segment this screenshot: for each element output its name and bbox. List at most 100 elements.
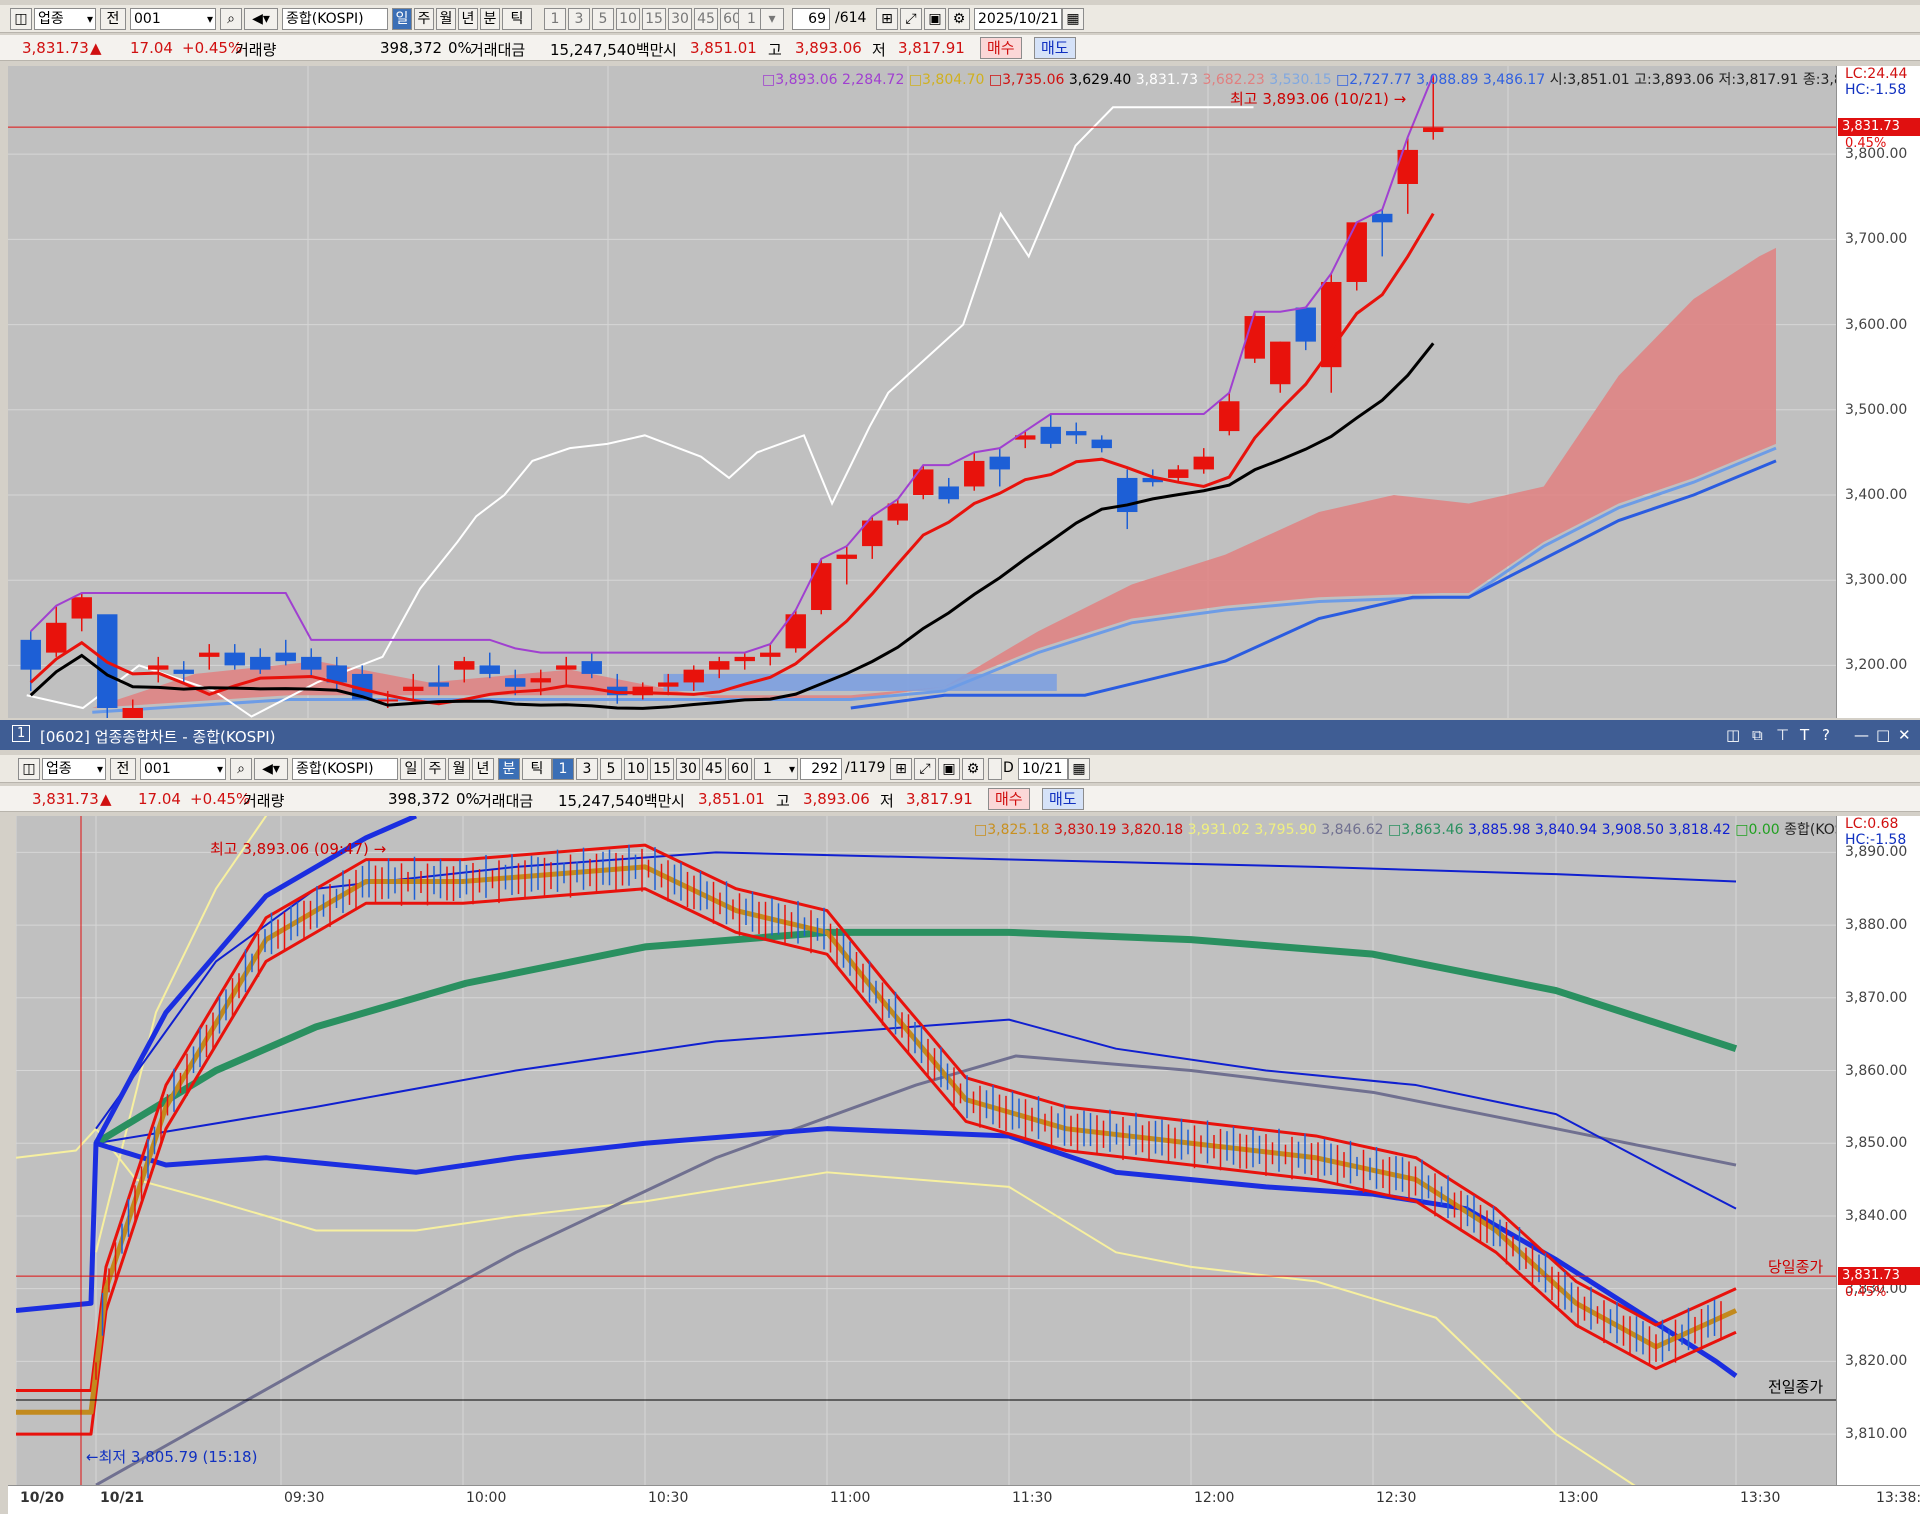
candle-body xyxy=(887,503,908,521)
daily-legend-item: 시:3,851.01 고:3,893.06 저:3,817.91 종:3,831… xyxy=(1549,72,1836,88)
change-pct-2: +0.45% xyxy=(190,790,251,808)
unit-dropdown[interactable]: ▾ xyxy=(760,8,784,30)
period-tick-2[interactable]: 틱 xyxy=(522,758,552,780)
num-45[interactable]: 45 xyxy=(694,8,718,30)
today-close-label: 당일종가 xyxy=(1768,1258,1824,1276)
period-year-2[interactable]: 년 xyxy=(472,758,494,780)
layout-icon-2[interactable]: ◫ xyxy=(18,758,40,780)
minimize-icon[interactable]: — xyxy=(1854,726,1869,744)
num-5-2[interactable]: 5 xyxy=(600,758,622,780)
num-3[interactable]: 3 xyxy=(568,8,590,30)
period-tick[interactable]: 틱 xyxy=(502,8,532,30)
current-price: 3,831.73 xyxy=(22,39,89,57)
candle-body xyxy=(1321,281,1342,368)
save-icon-2[interactable]: ▣ xyxy=(938,758,960,780)
ichimoku-cloud-blue xyxy=(663,673,1057,691)
daily-legend-item: 3,530.15 xyxy=(1269,72,1337,88)
minute-legend-item: 3,795.90 xyxy=(1254,822,1322,838)
close-icon[interactable]: ✕ xyxy=(1898,726,1911,744)
ma-thick-blue xyxy=(16,1126,1738,1378)
text-icon[interactable]: T xyxy=(1800,726,1810,744)
volume-pct-2: 0% xyxy=(456,790,480,808)
market-select-2[interactable]: 업종 xyxy=(42,758,106,780)
prev-button[interactable]: 전 xyxy=(100,8,126,30)
market-select[interactable]: 업종 xyxy=(34,8,96,30)
period-month[interactable]: 월 xyxy=(436,8,456,30)
date-checkbox[interactable] xyxy=(988,758,1002,780)
save-icon[interactable]: ▣ xyxy=(924,8,946,30)
ma-thin-blue xyxy=(95,1018,1737,1210)
sound-icon[interactable]: ◀▾ xyxy=(244,8,278,30)
volume-value: 398,372 xyxy=(380,39,443,57)
period-year[interactable]: 년 xyxy=(458,8,478,30)
sell-button-2[interactable]: 매도 xyxy=(1042,788,1084,810)
zoom-icon[interactable]: ⊞ xyxy=(876,8,898,30)
ichimoku-cloud xyxy=(92,247,1776,708)
num-1-2[interactable]: 1 xyxy=(552,758,574,780)
num-15[interactable]: 15 xyxy=(642,8,666,30)
pin-icon[interactable]: ⊤ xyxy=(1776,726,1790,744)
num-10[interactable]: 10 xyxy=(616,8,640,30)
date-input-2[interactable]: 10/21 xyxy=(1018,758,1068,780)
tool-icon[interactable]: ⤢ xyxy=(900,8,922,30)
count-input-2[interactable]: 292 xyxy=(800,758,842,780)
restore-icon[interactable]: ⧉ xyxy=(1752,726,1763,744)
num-5[interactable]: 5 xyxy=(592,8,614,30)
count-input[interactable]: 69 xyxy=(792,8,830,30)
sound-icon-2[interactable]: ◀▾ xyxy=(254,758,288,780)
search-icon[interactable]: ⌕ xyxy=(220,8,242,30)
period-month-2[interactable]: 월 xyxy=(448,758,470,780)
code-input-2[interactable]: 001 xyxy=(140,758,226,780)
bollinger-lower xyxy=(16,1127,1636,1485)
period-week-2[interactable]: 주 xyxy=(424,758,446,780)
num-30-2[interactable]: 30 xyxy=(676,758,700,780)
prev-button-2[interactable]: 전 xyxy=(110,758,136,780)
period-day[interactable]: 일 xyxy=(392,8,412,30)
minute-chart-pane[interactable]: □3,825.18 3,830.19 3,820.18 3,931.02 3,7… xyxy=(16,816,1836,1485)
tool-icon-2[interactable]: ⤢ xyxy=(914,758,936,780)
open-value: 3,851.01 xyxy=(690,39,757,57)
x-tick: 10:30 xyxy=(648,1490,689,1506)
index-name[interactable]: 종합(KOSPI) xyxy=(282,8,388,30)
gear-icon-2[interactable]: ⚙ xyxy=(962,758,984,780)
period-minute[interactable]: 분 xyxy=(480,8,500,30)
daily-legend-item: □3,804.70 xyxy=(908,72,989,88)
search-icon-2[interactable]: ⌕ xyxy=(230,758,252,780)
buy-button-2[interactable]: 매수 xyxy=(988,788,1030,810)
help-icon[interactable]: ? xyxy=(1822,726,1830,744)
minute-legend-item: 3,818.42 xyxy=(1668,822,1736,838)
period-week[interactable]: 주 xyxy=(414,8,434,30)
x-tick: 09:30 xyxy=(284,1490,325,1506)
num-45-2[interactable]: 45 xyxy=(702,758,726,780)
gear-icon[interactable]: ⚙ xyxy=(948,8,970,30)
period-minute-2[interactable]: 분 xyxy=(498,758,520,780)
calendar-icon[interactable]: ▦ xyxy=(1062,8,1084,30)
code-input[interactable]: 001 xyxy=(130,8,216,30)
layout-icon[interactable]: ◫ xyxy=(10,8,32,30)
minute-legend-item: □0.00 xyxy=(1735,822,1785,838)
period-day-2[interactable]: 일 xyxy=(400,758,422,780)
maximize-icon[interactable]: □ xyxy=(1876,726,1891,744)
num-1[interactable]: 1 xyxy=(544,8,566,30)
num-15-2[interactable]: 15 xyxy=(650,758,674,780)
index-name-2[interactable]: 종합(KOSPI) xyxy=(292,758,398,780)
candle-body xyxy=(760,652,781,657)
volume-pct: 0% xyxy=(448,39,472,57)
minute-y-tick: 3,880.00 xyxy=(1845,917,1908,934)
calendar-icon-2[interactable]: ▦ xyxy=(1068,758,1090,780)
num-3-2[interactable]: 3 xyxy=(576,758,598,780)
num-10-2[interactable]: 10 xyxy=(624,758,648,780)
ma-thin-blue-2 xyxy=(95,851,1737,1130)
unit-select-2[interactable]: 1 xyxy=(754,758,798,780)
candle-body xyxy=(913,469,934,495)
buy-button[interactable]: 매수 xyxy=(980,37,1022,59)
window-tools-icon[interactable]: ◫ xyxy=(1726,726,1741,744)
sell-button[interactable]: 매도 xyxy=(1034,37,1076,59)
num-60-2[interactable]: 60 xyxy=(728,758,752,780)
zoom-icon-2[interactable]: ⊞ xyxy=(890,758,912,780)
daily-chart-pane[interactable]: □3,893.06 2,284.72 □3,804.70 □3,735.06 3… xyxy=(8,66,1836,718)
candle-body xyxy=(964,460,985,487)
prev-close-label: 전일종가 xyxy=(1768,1378,1824,1396)
date-input[interactable]: 2025/10/21 xyxy=(974,8,1062,30)
num-30[interactable]: 30 xyxy=(668,8,692,30)
